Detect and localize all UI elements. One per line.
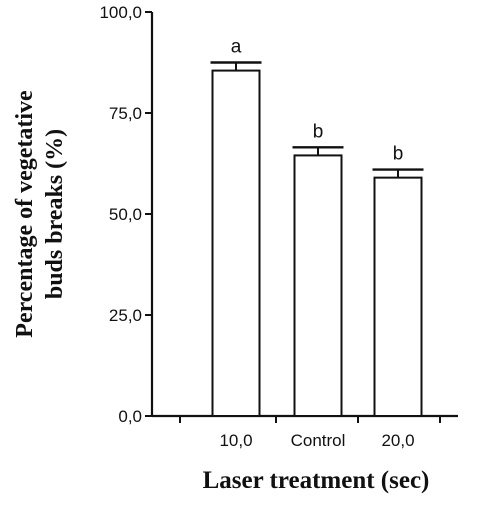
x-tick-label: Control [291, 431, 346, 450]
y-tick-label: 0,0 [118, 407, 142, 426]
bar [293, 154, 343, 417]
significance-label: b [393, 144, 404, 165]
y-tick-label: 25,0 [109, 306, 142, 325]
bar [373, 176, 423, 417]
x-tick-label: 20,0 [381, 431, 414, 450]
x-axis-title: Laser treatment (sec) [203, 467, 430, 494]
significance-label: b [313, 121, 324, 142]
x-ticks [179, 416, 441, 423]
x-tick-label: 10,0 [219, 431, 252, 450]
y-ticks: 0,0 25,0 50,0 75,0 100,0 [99, 3, 152, 426]
y-axis-title-line-2: buds breaks (%) [42, 129, 68, 299]
x-tick-labels: 10,0 Control 20,0 [219, 431, 414, 450]
y-tick-label: 100,0 [99, 3, 142, 22]
y-axis-title-line-1: Percentage of vegetative [12, 90, 38, 338]
bars: a b b [210, 37, 424, 418]
significance-label: a [231, 37, 242, 58]
bar [211, 69, 261, 418]
y-tick-label: 50,0 [109, 205, 142, 224]
y-tick-label: 75,0 [109, 104, 142, 123]
